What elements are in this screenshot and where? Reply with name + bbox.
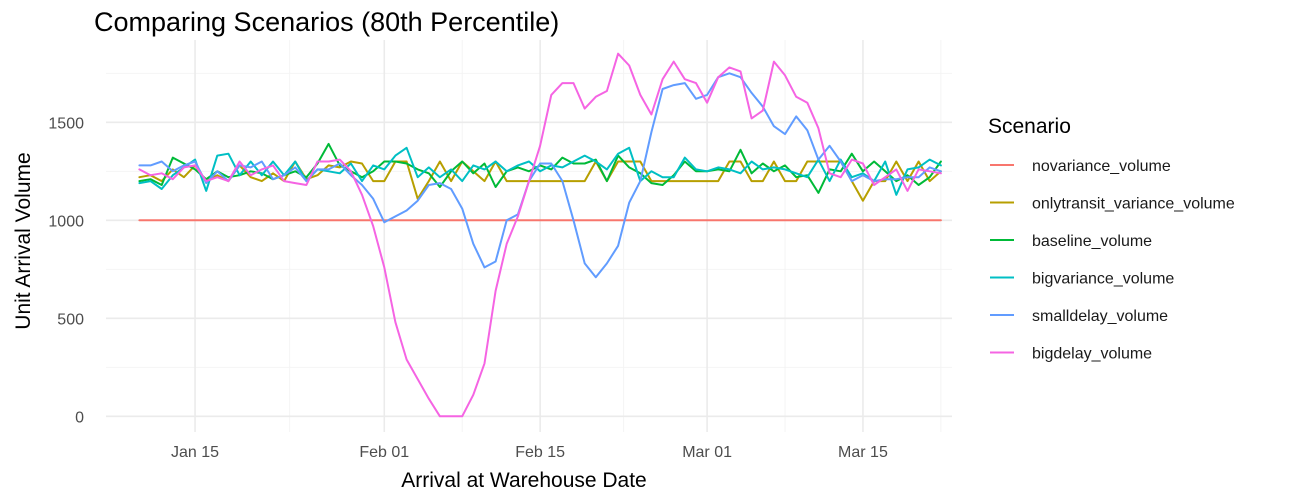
- y-axis-title: Unit Arrival Volume: [12, 152, 35, 329]
- legend-label: baseline_volume: [1032, 233, 1152, 250]
- legend-label: novariance_volume: [1032, 158, 1171, 175]
- y-tick-label: 0: [75, 409, 84, 426]
- y-axis-ticks: 0 500 1000 1500: [48, 115, 84, 426]
- legend-label: bigvariance_volume: [1032, 271, 1174, 288]
- legend-label: onlytransit_variance_volume: [1032, 196, 1235, 213]
- y-tick-label: 500: [57, 311, 84, 328]
- legend-label: smalldelay_volume: [1032, 308, 1168, 325]
- x-tick-label: Mar 01: [682, 444, 732, 461]
- x-tick-label: Feb 15: [515, 444, 565, 461]
- series-line-smalldelay_volume: [138, 72, 942, 279]
- legend-label: bigdelay_volume: [1032, 346, 1152, 363]
- y-tick-label: 1500: [48, 115, 84, 132]
- x-tick-label: Jan 15: [171, 444, 219, 461]
- x-tick-label: Feb 01: [359, 444, 409, 461]
- legend-title: Scenario: [988, 115, 1071, 138]
- x-axis-title: Arrival at Warehouse Date: [401, 469, 647, 492]
- y-tick-label: 1000: [48, 213, 84, 230]
- series-line-onlytransit_variance_volume: [138, 160, 942, 202]
- x-axis-ticks: Jan 15 Feb 01 Feb 15 Mar 01 Mar 15: [171, 444, 888, 461]
- series-lines: [138, 52, 942, 418]
- series-line-bigvariance_volume: [138, 146, 942, 196]
- x-tick-label: Mar 15: [838, 444, 888, 461]
- chart-title: Comparing Scenarios (80th Percentile): [94, 7, 559, 37]
- legend: Scenario novariance_volume onlytransit_va…: [988, 115, 1235, 363]
- series-line-bigdelay_volume: [138, 52, 942, 418]
